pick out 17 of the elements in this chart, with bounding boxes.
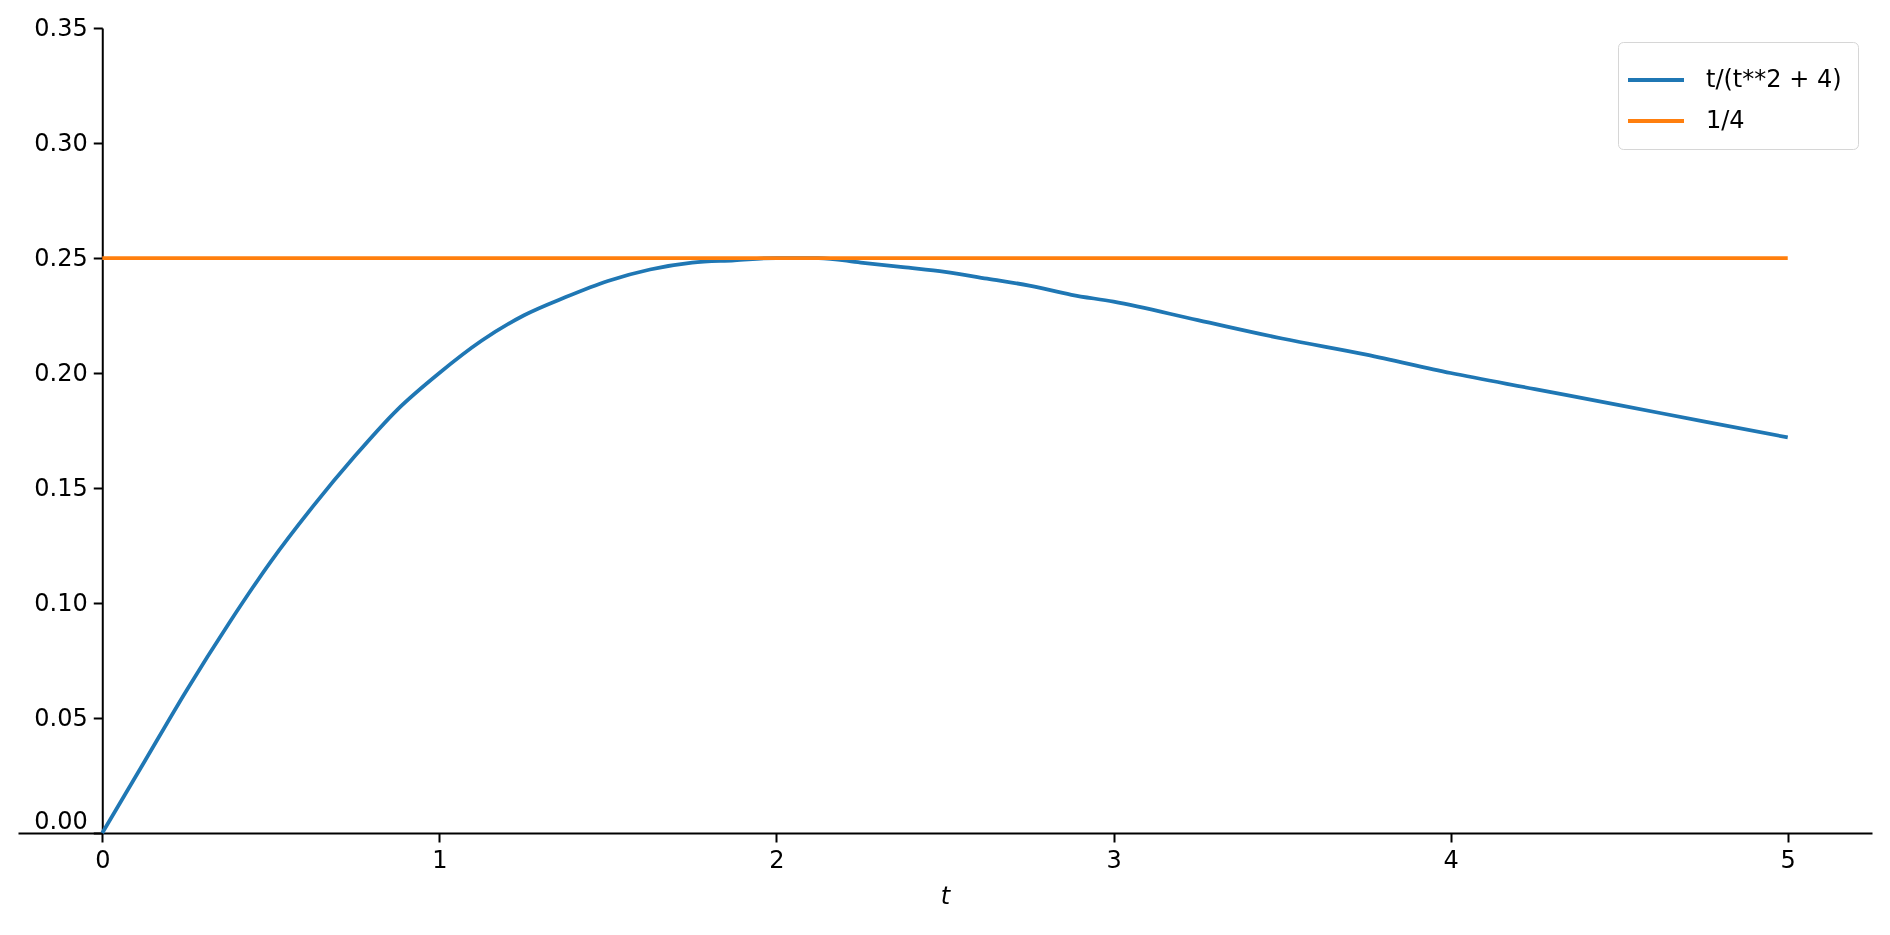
x-axis-title: t (940, 881, 952, 910)
legend-label: 1/4 (1706, 106, 1745, 134)
x-tick-label: 5 (1780, 845, 1796, 874)
x-tick-label: 1 (432, 845, 448, 874)
y-tick-label: 0.05 (34, 703, 88, 732)
y-tick-label: 0.15 (34, 473, 88, 502)
legend-label: t/(t**2 + 4) (1706, 65, 1842, 93)
y-tick-label: 0.35 (34, 13, 88, 42)
x-tick-label: 0 (95, 845, 111, 874)
y-tick-label: 0.10 (34, 588, 88, 617)
y-tick-label: 0.30 (34, 128, 88, 157)
x-tick-label: 4 (1443, 845, 1459, 874)
y-tick-label: 0.20 (34, 358, 88, 387)
y-tick-label: 0.00 (34, 806, 88, 835)
x-tick-label: 2 (769, 845, 785, 874)
x-tick-label: 3 (1106, 845, 1122, 874)
y-tick-label: 0.25 (34, 243, 88, 272)
